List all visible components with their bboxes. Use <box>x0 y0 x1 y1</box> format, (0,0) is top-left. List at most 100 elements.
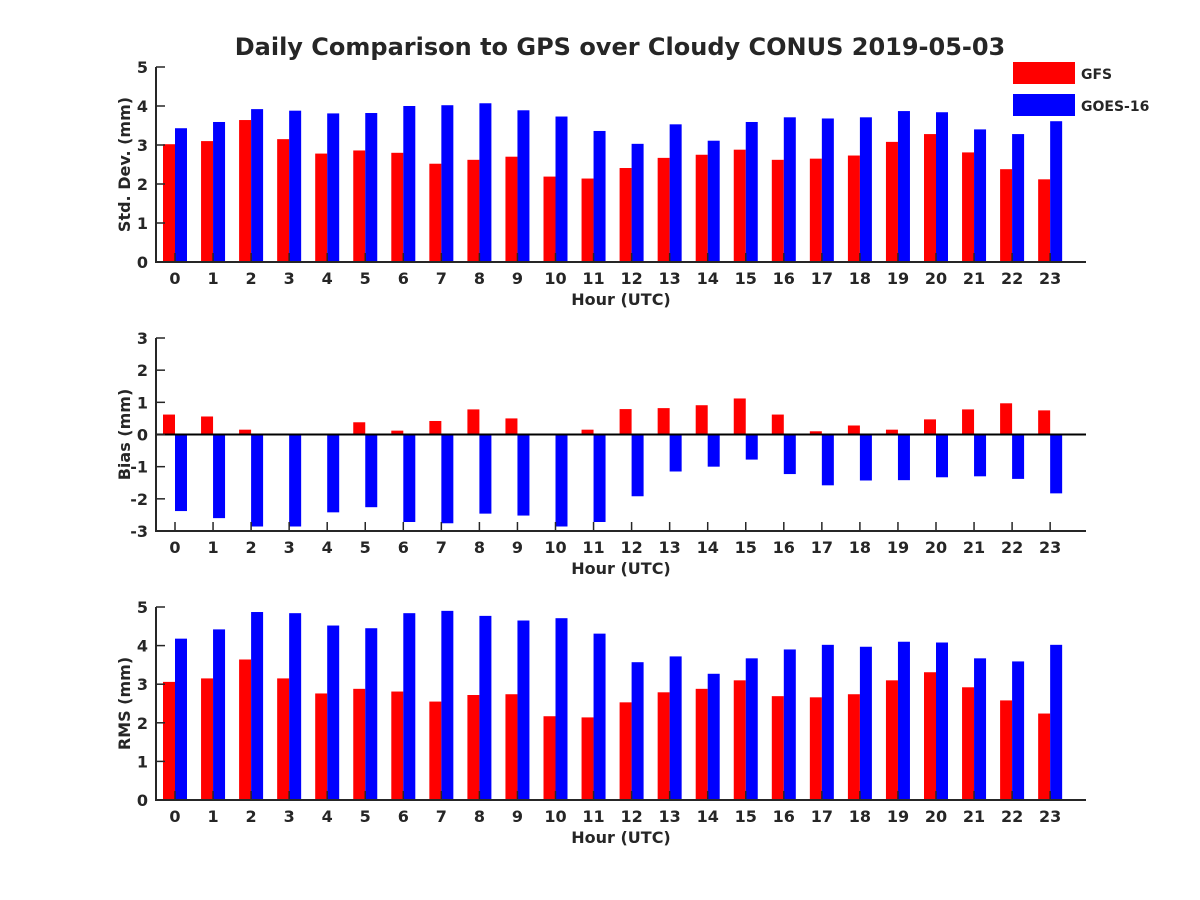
bar-gfs-10 <box>543 716 556 800</box>
bar-gfs-5 <box>353 422 366 435</box>
x-tick-label: 13 <box>659 538 681 557</box>
bar-gfs-8 <box>467 409 480 435</box>
x-tick-label: 9 <box>512 807 523 826</box>
bar-gfs-11 <box>581 717 594 800</box>
y-tick-label: 0 <box>137 791 148 810</box>
bar-goes16-18 <box>859 117 872 262</box>
bar-gfs-2 <box>239 120 252 262</box>
x-tick-label: 10 <box>544 807 566 826</box>
bar-goes16-3 <box>289 434 302 527</box>
x-tick-label: 18 <box>849 538 871 557</box>
legend-swatch-goes16 <box>1013 94 1075 116</box>
bar-goes16-10 <box>555 434 568 527</box>
bar-gfs-19 <box>885 141 898 262</box>
bar-gfs-14 <box>695 405 708 435</box>
bar-goes16-3 <box>289 110 302 263</box>
bar-gfs-21 <box>962 409 975 435</box>
x-tick-label: 2 <box>246 807 257 826</box>
bar-gfs-7 <box>429 420 442 435</box>
bar-goes16-12 <box>631 434 644 497</box>
y-tick-label: 2 <box>137 714 148 733</box>
bar-goes16-10 <box>555 116 568 262</box>
bar-gfs-23 <box>1038 410 1051 435</box>
bar-gfs-11 <box>581 178 594 262</box>
bar-goes16-8 <box>479 103 492 263</box>
bar-goes16-11 <box>593 130 606 262</box>
y-tick-label: 0 <box>137 426 148 445</box>
bar-goes16-0 <box>175 434 187 512</box>
x-tick-label: 7 <box>436 269 447 288</box>
bar-gfs-3 <box>277 139 290 262</box>
bar-gfs-7 <box>429 701 442 800</box>
bar-goes16-13 <box>669 434 682 472</box>
bar-gfs-6 <box>391 152 404 262</box>
x-tick-label: 11 <box>582 807 604 826</box>
bar-gfs-13 <box>657 408 670 435</box>
bar-gfs-21 <box>962 687 975 800</box>
y-axis-label: RMS (mm) <box>115 657 134 750</box>
bar-gfs-4 <box>315 693 328 800</box>
y-tick-label: 1 <box>137 214 148 233</box>
bar-goes16-9 <box>517 110 530 262</box>
bar-goes16-19 <box>897 641 910 800</box>
bar-gfs-10 <box>543 176 556 262</box>
bar-goes16-16 <box>783 117 796 262</box>
x-tick-label: 16 <box>773 807 795 826</box>
bar-goes16-12 <box>631 143 644 262</box>
x-tick-label: 0 <box>169 807 180 826</box>
bar-gfs-7 <box>429 163 442 262</box>
bar-goes16-5 <box>365 113 378 263</box>
bar-gfs-2 <box>239 429 252 435</box>
x-tick-label: 23 <box>1039 538 1061 557</box>
bar-goes16-12 <box>631 662 644 800</box>
bar-gfs-11 <box>581 429 594 435</box>
bar-gfs-13 <box>657 157 670 262</box>
x-tick-label: 14 <box>697 538 719 557</box>
bar-goes16-14 <box>707 673 720 800</box>
bar-goes16-1 <box>213 629 226 800</box>
bar-goes16-2 <box>251 434 264 527</box>
x-tick-label: 10 <box>544 269 566 288</box>
x-tick-label: 3 <box>284 269 295 288</box>
bar-gfs-15 <box>733 680 746 800</box>
bar-goes16-22 <box>1012 661 1025 800</box>
bar-gfs-3 <box>277 678 290 800</box>
bar-goes16-8 <box>479 434 492 514</box>
x-tick-label: 9 <box>512 269 523 288</box>
x-tick-label: 9 <box>512 538 523 557</box>
legend-swatch-gfs <box>1013 62 1075 84</box>
x-tick-label: 4 <box>322 269 333 288</box>
x-tick-label: 4 <box>322 538 333 557</box>
x-tick-label: 8 <box>474 807 485 826</box>
y-tick-label: -1 <box>130 458 148 477</box>
x-tick-label: 8 <box>474 269 485 288</box>
bar-goes16-7 <box>441 610 454 800</box>
bar-gfs-17 <box>809 431 822 435</box>
bar-goes16-19 <box>897 111 910 262</box>
y-tick-label: 3 <box>137 329 148 348</box>
y-tick-label: 5 <box>137 58 148 77</box>
bar-goes16-4 <box>327 625 340 800</box>
bar-goes16-0 <box>175 128 187 262</box>
x-tick-label: 16 <box>773 269 795 288</box>
x-tick-label: 17 <box>811 807 833 826</box>
bar-goes16-2 <box>251 612 264 800</box>
x-tick-label: 19 <box>887 269 909 288</box>
x-tick-label: 11 <box>582 269 604 288</box>
y-tick-label: 5 <box>137 598 148 617</box>
x-tick-label: 19 <box>887 807 909 826</box>
y-tick-label: 0 <box>137 253 148 272</box>
x-tick-label: 6 <box>398 807 409 826</box>
bar-gfs-20 <box>924 672 936 800</box>
bar-gfs-6 <box>391 691 404 800</box>
bar-gfs-9 <box>505 156 518 262</box>
x-tick-label: 23 <box>1039 269 1061 288</box>
bar-goes16-21 <box>974 129 987 262</box>
bar-goes16-1 <box>213 434 226 519</box>
x-tick-label: 11 <box>582 538 604 557</box>
bar-gfs-22 <box>1000 700 1013 800</box>
bar-gfs-20 <box>924 134 936 262</box>
